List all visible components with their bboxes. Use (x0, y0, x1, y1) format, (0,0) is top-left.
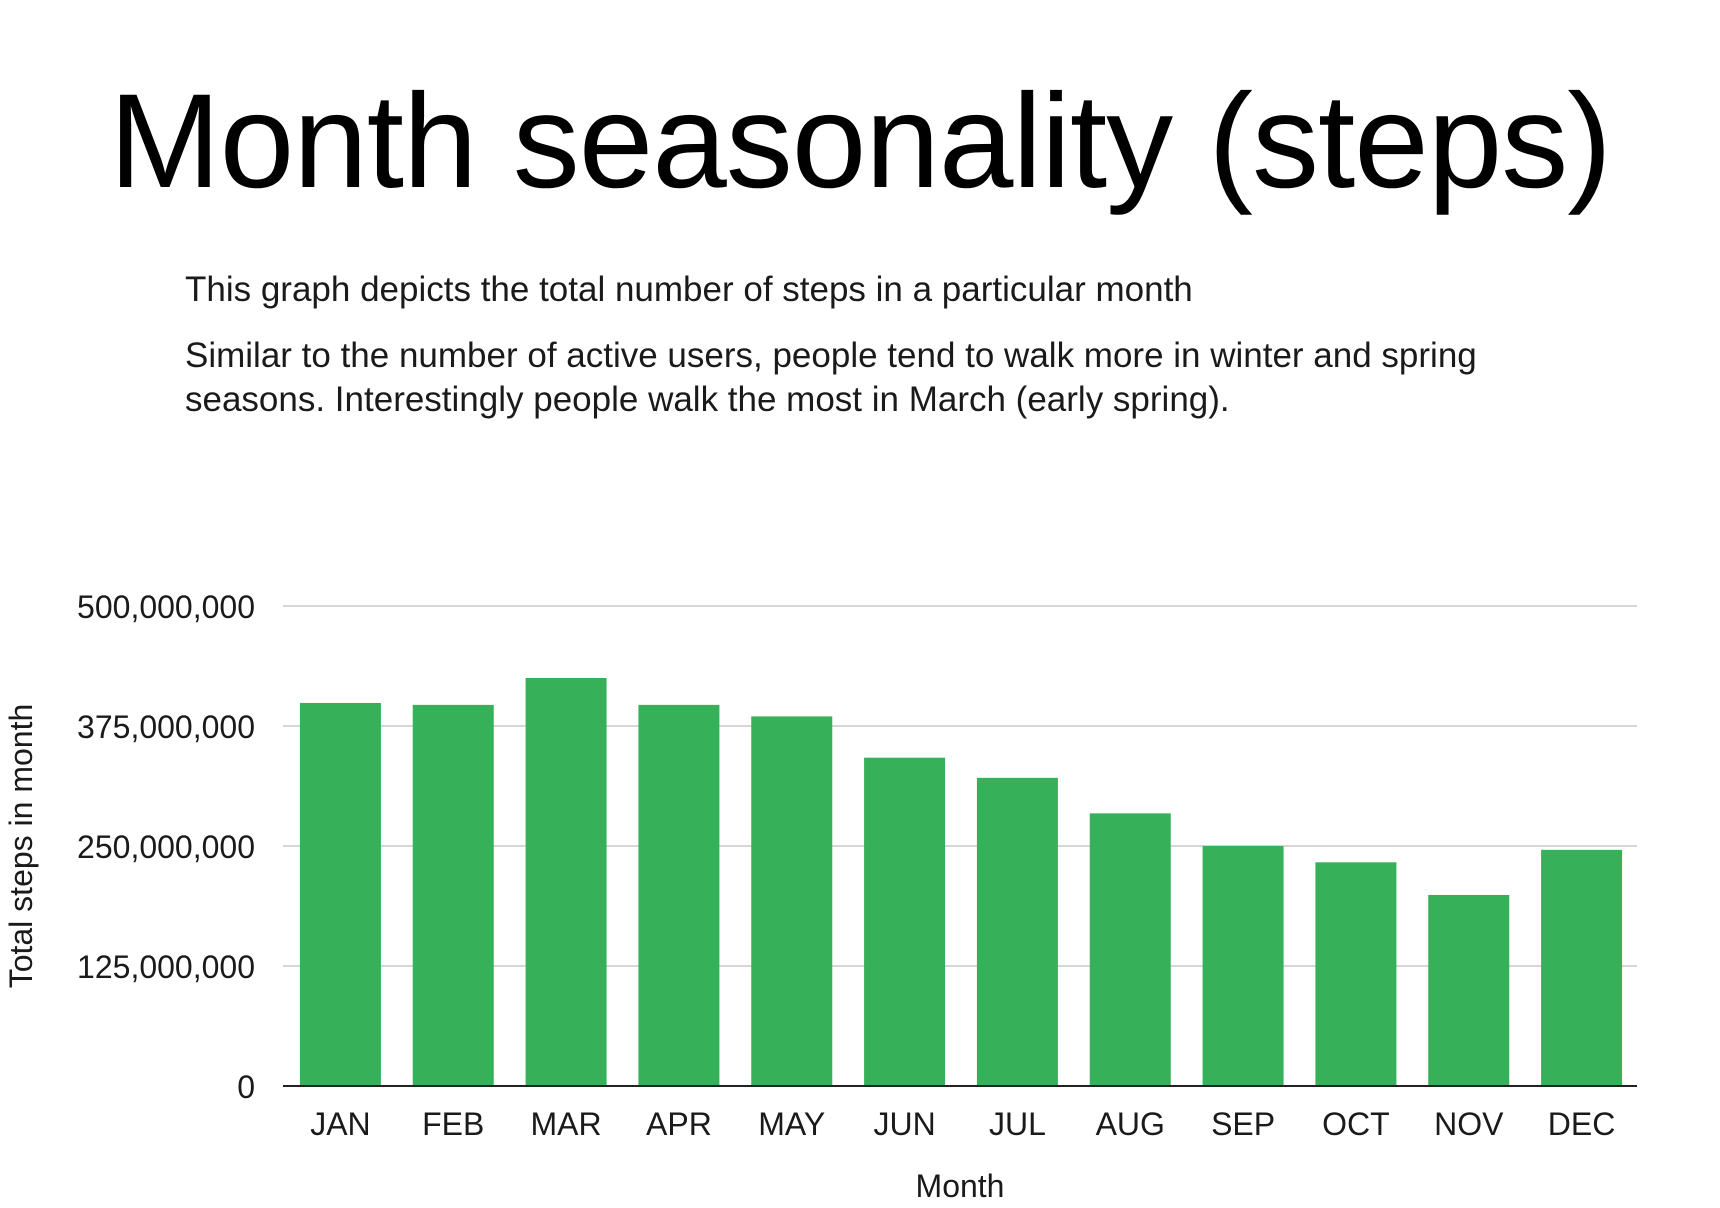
y-axis-tick-labels: 0 125,000,000 250,000,000 375,000,000 500,00… (77, 589, 255, 1105)
x-tick-label: SEP (1211, 1106, 1275, 1142)
x-tick-label: JAN (310, 1106, 370, 1142)
bar-jul (976, 777, 1058, 1086)
bar-jan (299, 702, 381, 1086)
x-axis-title: Month (916, 1168, 1005, 1204)
x-tick-label: FEB (422, 1106, 484, 1142)
page-title: Month seasonality (steps) (109, 67, 1612, 216)
bar-may (751, 716, 833, 1086)
bar-nov (1428, 894, 1510, 1086)
y-tick-label: 375,000,000 (77, 709, 255, 745)
bar-jun (864, 757, 946, 1086)
bar-feb (412, 704, 494, 1086)
x-tick-label: MAR (531, 1106, 602, 1142)
x-tick-label: JUN (873, 1106, 935, 1142)
x-tick-label: MAY (758, 1106, 825, 1142)
bar-dec (1541, 849, 1623, 1086)
y-tick-label: 125,000,000 (77, 949, 255, 985)
x-axis-tick-labels: JAN FEB MAR APR MAY JUN JUL AUG SEP OCT NOV DEC (310, 1106, 1615, 1142)
x-tick-label: APR (646, 1106, 712, 1142)
bar-sep (1202, 846, 1284, 1086)
description-line-1: This graph depicts the total number of s… (185, 270, 1193, 309)
y-tick-label: 250,000,000 (77, 829, 255, 865)
bar-aug (1089, 813, 1171, 1086)
y-tick-label: 0 (237, 1069, 255, 1105)
x-tick-label: DEC (1548, 1106, 1616, 1142)
y-tick-label: 500,000,000 (77, 589, 255, 625)
gridlines (283, 605, 1637, 967)
x-tick-label: JUL (989, 1106, 1046, 1142)
x-tick-label: OCT (1322, 1106, 1390, 1142)
bar-mar (525, 678, 607, 1086)
bar-oct (1315, 862, 1397, 1086)
x-tick-label: NOV (1434, 1106, 1504, 1142)
description-line-2: Similar to the number of active users, p… (185, 336, 1477, 419)
bar-apr (638, 704, 720, 1086)
y-axis-title: Total steps in month (3, 704, 39, 989)
x-tick-label: AUG (1096, 1106, 1165, 1142)
bars (299, 678, 1623, 1086)
